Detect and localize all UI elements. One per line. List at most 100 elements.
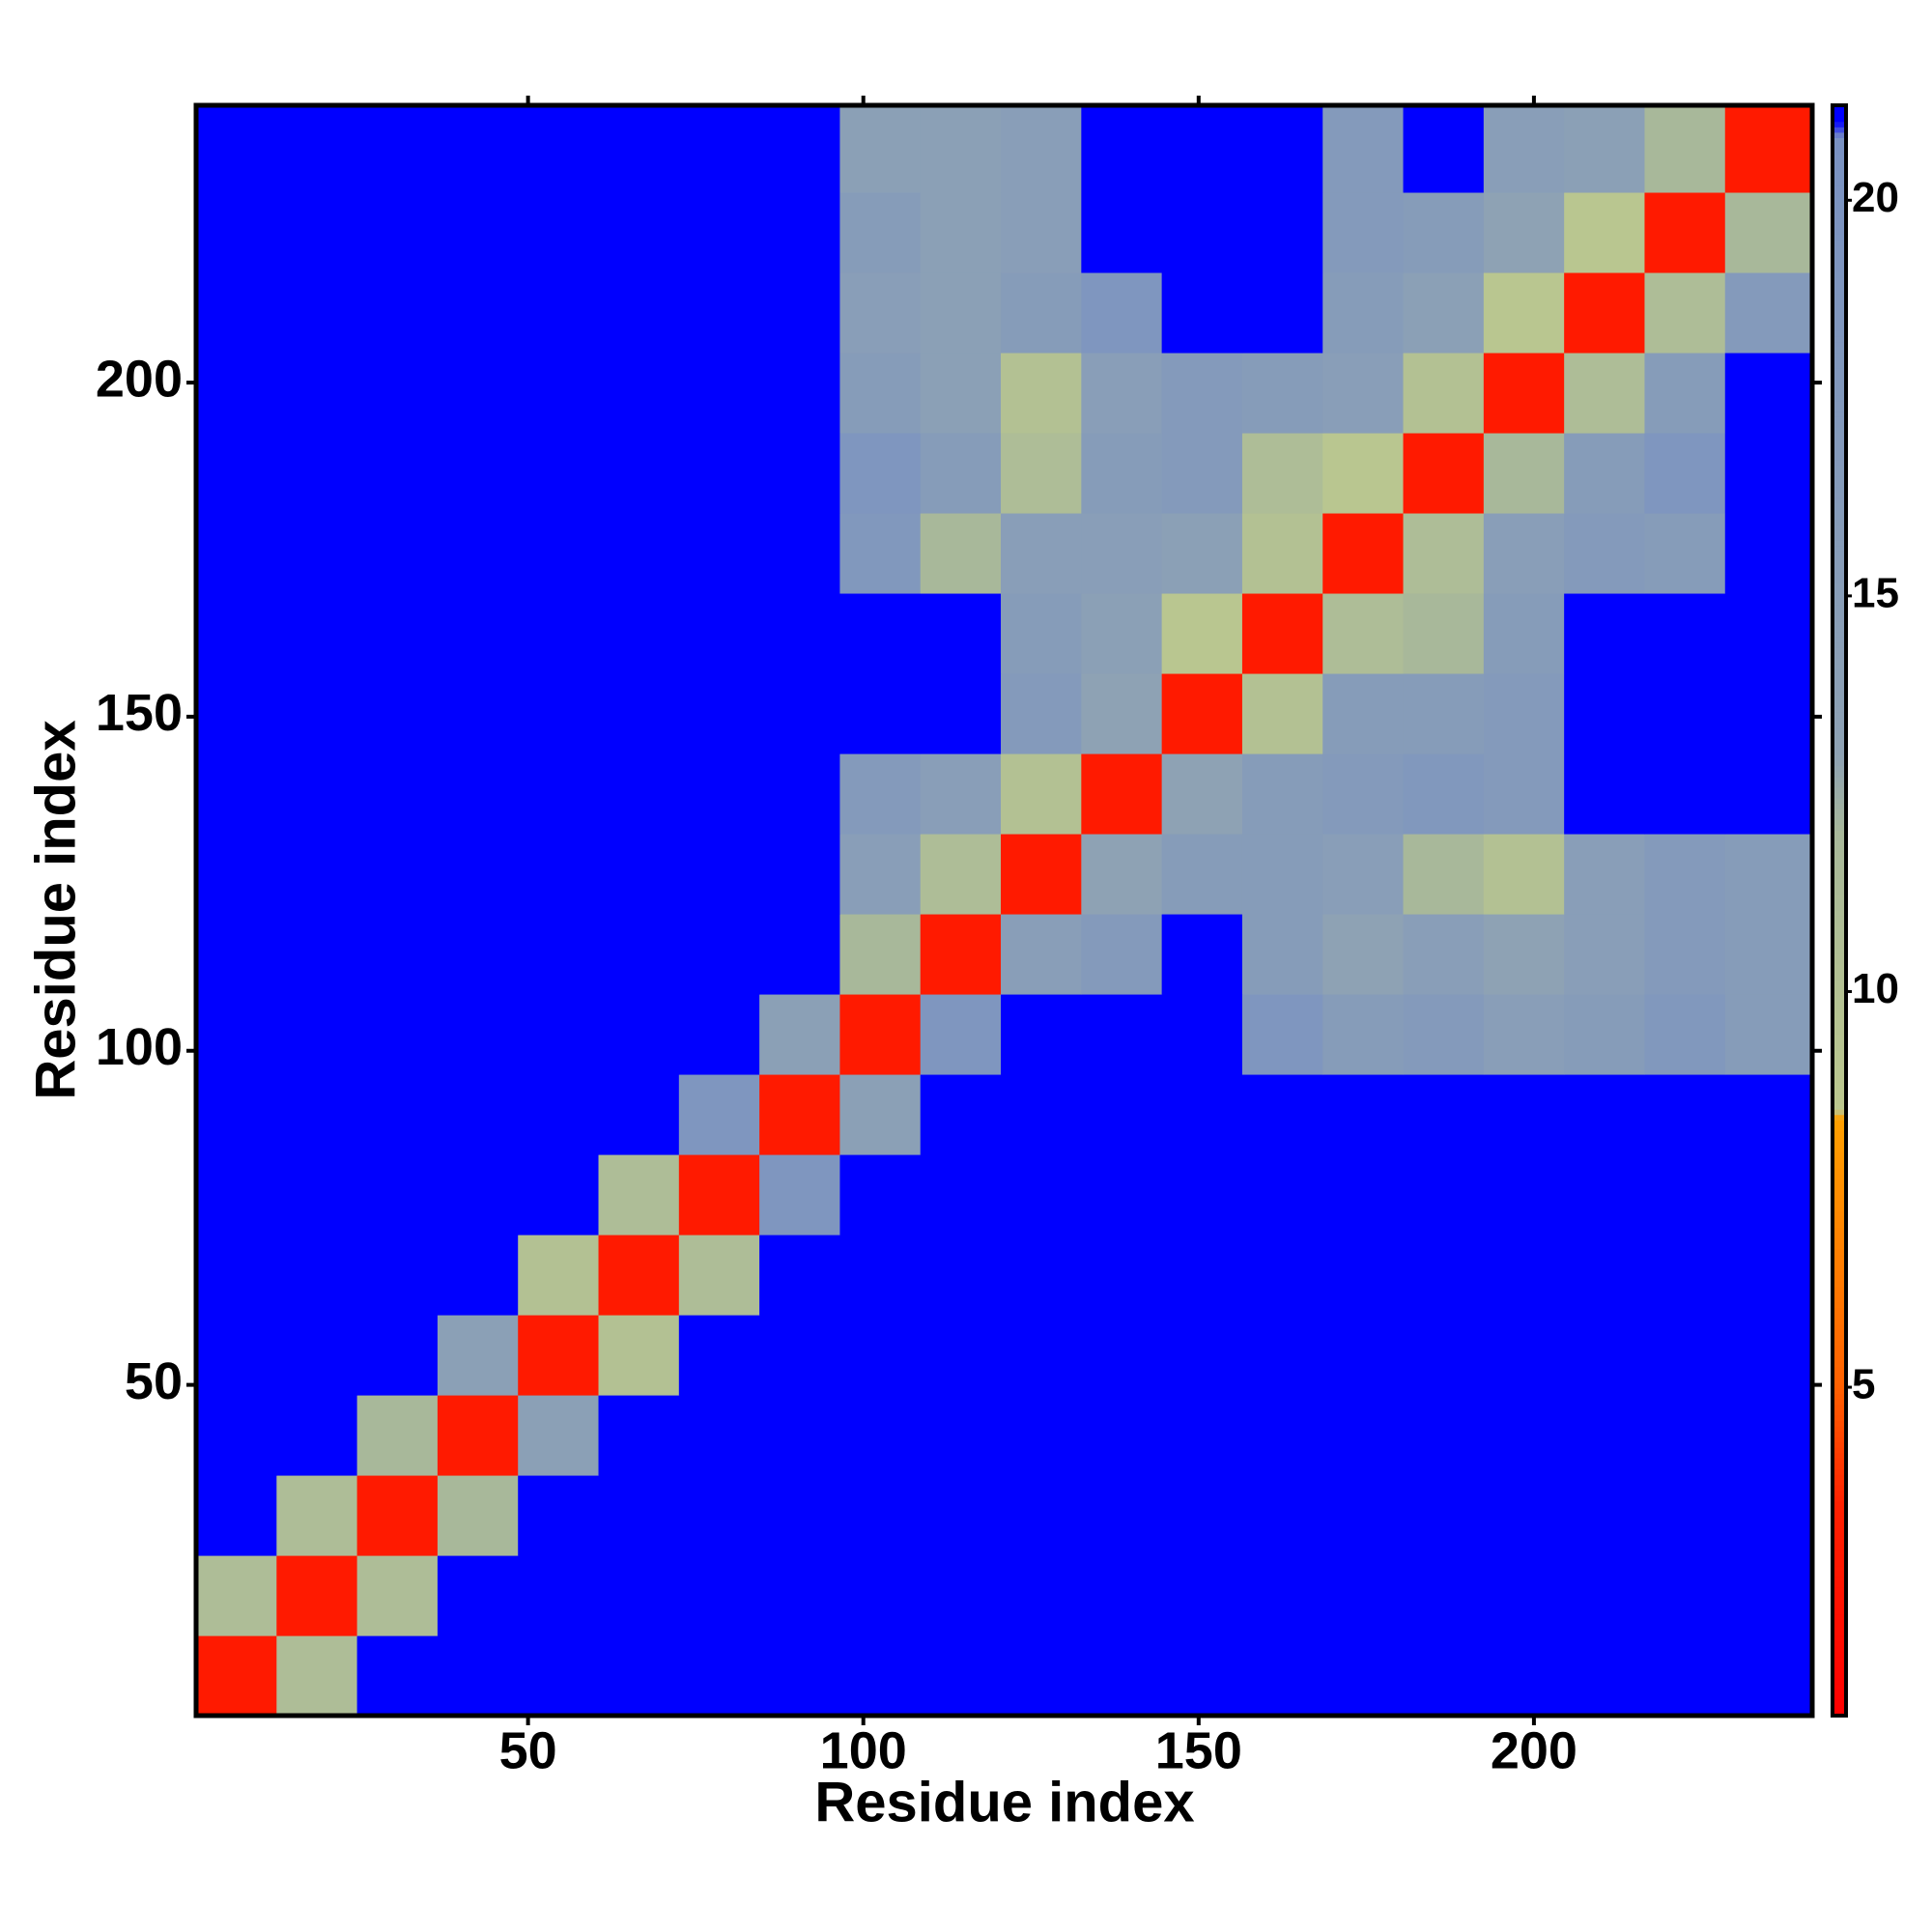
colorbar-slice: [1833, 1414, 1846, 1421]
heat-cell: [1081, 191, 1163, 273]
heat-cell: [1081, 512, 1163, 594]
colorbar-slice: [1833, 1548, 1846, 1555]
colorbar-slice: [1833, 1334, 1846, 1341]
colorbar-slice: [1833, 1527, 1846, 1534]
heat-cell: [1644, 1314, 1726, 1396]
colorbar-slice: [1833, 845, 1846, 852]
colorbar-slice: [1833, 411, 1846, 417]
heat-cell: [518, 432, 600, 514]
heat-cell: [1483, 1073, 1565, 1155]
heat-cell: [1081, 1314, 1163, 1396]
heat-cell: [920, 1554, 1002, 1636]
heat-cell: [1644, 833, 1726, 915]
x-axis-label: Residue index: [814, 1771, 1194, 1833]
colorbar-slice: [1833, 1034, 1846, 1040]
colorbar-slice: [1833, 395, 1846, 402]
heat-cell: [276, 432, 358, 514]
heat-cell: [356, 191, 439, 273]
heat-cell: [1483, 1394, 1565, 1476]
colorbar-slice: [1833, 534, 1846, 541]
heat-cell: [1081, 672, 1163, 754]
colorbar-slice: [1833, 1120, 1846, 1126]
colorbar-slice: [1833, 744, 1846, 751]
heat-cell: [276, 1394, 358, 1476]
heat-cell: [1241, 913, 1323, 995]
colorbar-slice: [1833, 158, 1846, 165]
colorbar-slice: [1833, 276, 1846, 283]
heat-cell: [1081, 993, 1163, 1075]
colorbar-slice: [1833, 438, 1846, 444]
colorbar-slice: [1833, 1151, 1846, 1158]
colorbar-slice: [1833, 803, 1846, 810]
heat-cell: [196, 105, 277, 193]
heat-cell: [1644, 191, 1726, 273]
heat-cell: [1161, 512, 1243, 594]
heat-cell: [1001, 432, 1082, 514]
colorbar-slice: [1833, 1409, 1846, 1416]
colorbar-slice: [1833, 1485, 1846, 1492]
heat-cell: [437, 672, 519, 754]
colorbar-slice: [1833, 835, 1846, 841]
heat-cell: [759, 1314, 841, 1396]
colorbar-slice: [1833, 1366, 1846, 1373]
colorbar-slice: [1833, 1049, 1846, 1057]
heat-cell: [1322, 1153, 1405, 1236]
colorbar-slice: [1833, 948, 1846, 954]
heat-cell: [437, 913, 519, 995]
colorbar-slice: [1833, 1651, 1846, 1658]
colorbar-slice: [1833, 1216, 1846, 1223]
colorbar-slice: [1833, 131, 1846, 138]
colorbar-slice: [1833, 717, 1846, 724]
colorbar-slice: [1833, 255, 1846, 262]
colorbar-slice: [1833, 969, 1846, 976]
heat-cell: [518, 1234, 600, 1316]
colorbar-slice: [1833, 190, 1846, 198]
heat-cell: [839, 1634, 922, 1717]
colorbar-slice: [1833, 228, 1846, 235]
heat-cell: [920, 993, 1002, 1075]
colorbar-slice: [1833, 797, 1846, 804]
heat-cell: [437, 1554, 519, 1636]
colorbar-slice: [1833, 658, 1846, 665]
heat-cell: [1564, 753, 1646, 835]
heat-cell: [1564, 993, 1646, 1075]
heat-cell: [437, 753, 519, 835]
colorbar-slice: [1833, 1001, 1846, 1009]
colorbar-slice: [1833, 266, 1846, 272]
colorbar-slice: [1833, 942, 1846, 949]
heat-cell: [1322, 432, 1405, 514]
colorbar-slice: [1833, 341, 1846, 348]
colorbar-slice: [1833, 819, 1846, 826]
colorbar-slice: [1833, 1678, 1846, 1685]
colorbar-slice: [1833, 330, 1846, 337]
heat-cell: [1644, 105, 1726, 193]
heat-cell: [356, 592, 439, 674]
heat-cell: [1161, 1153, 1243, 1236]
colorbar-slice: [1833, 990, 1846, 998]
colorbar-slice: [1833, 1570, 1846, 1577]
heat-cell: [1322, 1634, 1405, 1717]
heat-cell: [196, 271, 277, 354]
colorbar-slice: [1833, 685, 1846, 692]
colorbar-slice: [1833, 637, 1846, 643]
heat-cell: [1001, 352, 1082, 434]
heat-cell: [1403, 1634, 1485, 1717]
heat-cell: [1322, 1314, 1405, 1396]
heat-cell: [1322, 1394, 1405, 1476]
colorbar-slice: [1833, 1447, 1846, 1454]
colorbar-slice: [1833, 867, 1846, 874]
heat-cell: [1161, 1073, 1243, 1155]
colorbar-slice: [1833, 1243, 1846, 1250]
colorbar-slice: [1833, 883, 1846, 890]
heat-cell: [196, 191, 277, 273]
heat-cell: [1241, 105, 1323, 193]
colorbar-slice: [1833, 1200, 1846, 1207]
heat-cell: [1161, 753, 1243, 835]
heat-cell: [437, 1394, 519, 1476]
colorbar-slice: [1833, 223, 1846, 230]
colorbar-slice: [1833, 599, 1846, 606]
colorbar-slice: [1833, 110, 1846, 117]
colorbar-slice: [1833, 271, 1846, 278]
colorbar-slice: [1833, 1399, 1846, 1406]
heat-cell: [1161, 352, 1243, 434]
